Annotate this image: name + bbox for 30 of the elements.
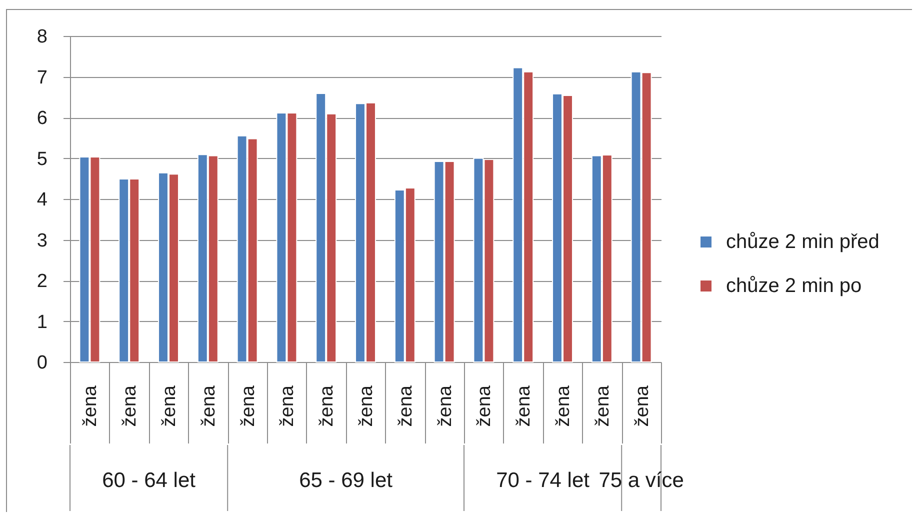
text: 70 - 74 let: [496, 469, 590, 492]
x-tick-label: žena: [514, 385, 535, 427]
x-tick-label: žena: [277, 385, 298, 427]
x-tick-label: žena: [198, 385, 220, 427]
x-tick-label: žena: [316, 385, 338, 427]
y-tick-label: 2: [36, 271, 48, 292]
x-tick-label: žena: [120, 385, 141, 427]
y-tick-label: 8: [36, 26, 48, 48]
x-tick-label: žena: [632, 385, 653, 427]
x-tick-label: žena: [356, 385, 377, 427]
y-tick-label: 0: [36, 352, 48, 374]
x-tick-label: žena: [159, 385, 180, 427]
x-tick-label: žena: [474, 385, 496, 427]
text: 65 - 69 let: [299, 469, 393, 492]
x-tick-label: žena: [592, 385, 614, 427]
y-tick-label: 3: [36, 230, 48, 252]
x-tick-label: žena: [80, 385, 102, 427]
text: 60 - 64 let: [102, 469, 196, 492]
y-tick-label: 5: [36, 148, 48, 170]
x-tick-label: žena: [238, 385, 259, 427]
y-tick-label: 1: [36, 312, 48, 333]
x-tick-label: žena: [434, 385, 456, 427]
y-tick-label: 6: [36, 108, 48, 129]
text: 75 a více: [598, 469, 684, 492]
legend-label: chůze 2 min po: [726, 275, 862, 297]
legend-label: chůze 2 min před: [726, 231, 880, 253]
y-tick-label: 7: [36, 67, 48, 88]
x-tick-label: žena: [553, 385, 574, 427]
y-tick-label: 4: [36, 190, 48, 210]
x-tick-label: žena: [395, 385, 416, 427]
